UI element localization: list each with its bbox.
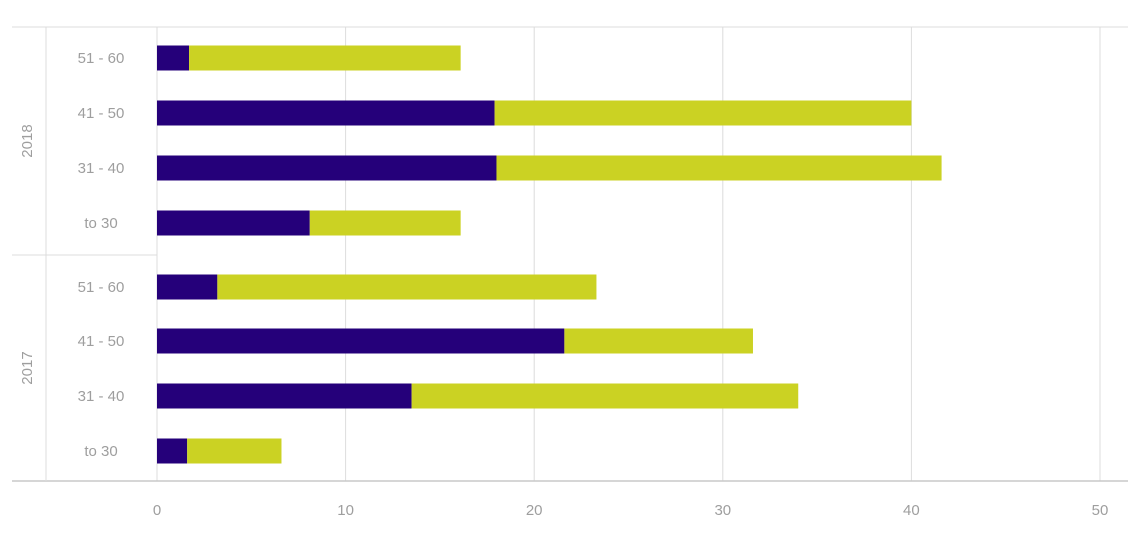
category-label: 41 - 50: [78, 333, 125, 350]
bar-series-2: [411, 383, 799, 409]
bar-series-2: [494, 100, 912, 126]
bar-series-1: [157, 274, 218, 300]
bar-series-2: [496, 155, 942, 181]
group-label: 2017: [19, 351, 36, 384]
category-label: 41 - 50: [78, 105, 125, 122]
bar-series-2: [189, 45, 461, 71]
category-label: to 30: [84, 443, 117, 460]
bar-series-1: [157, 210, 310, 236]
x-tick-label: 0: [153, 502, 161, 519]
category-label: 51 - 60: [78, 50, 125, 67]
bar-series-1: [157, 383, 412, 409]
bar-series-2: [217, 274, 597, 300]
category-label: 31 - 40: [78, 160, 125, 177]
x-tick-label: 50: [1092, 502, 1109, 519]
x-tick-label: 40: [903, 502, 920, 519]
category-label: 31 - 40: [78, 388, 125, 405]
group-label: 2018: [19, 124, 36, 157]
x-tick-label: 30: [714, 502, 731, 519]
bar-series-1: [157, 45, 190, 71]
bar-series-2: [187, 438, 282, 464]
bar-series-1: [157, 100, 495, 126]
bar-series-1: [157, 438, 188, 464]
category-label: 51 - 60: [78, 279, 125, 296]
x-tick-label: 10: [337, 502, 354, 519]
x-tick-label: 20: [526, 502, 543, 519]
category-label: to 30: [84, 215, 117, 232]
bar-series-1: [157, 155, 497, 181]
bar-series-2: [309, 210, 461, 236]
bar-series-1: [157, 328, 565, 354]
bar-series-2: [564, 328, 753, 354]
